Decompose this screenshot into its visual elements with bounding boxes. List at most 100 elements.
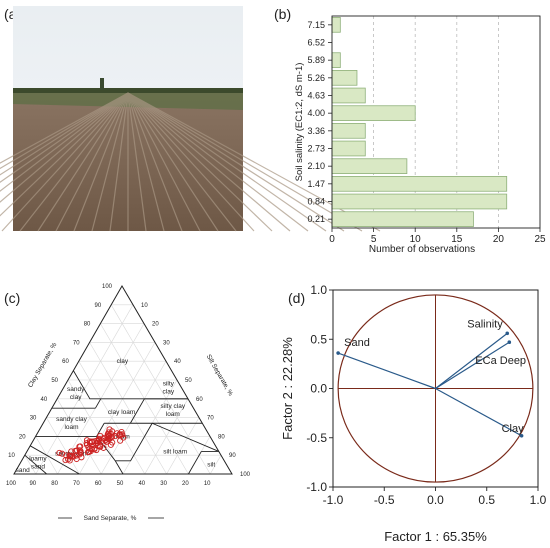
- class-boundary: [24, 454, 47, 475]
- loading-vector: [435, 387, 522, 437]
- clay-tick-label: 90: [95, 303, 102, 309]
- y-tick-label: 0.5: [310, 332, 327, 346]
- ternary-grid: [24, 455, 37, 475]
- sample-point: [96, 435, 103, 443]
- clay-tick-label: 50: [51, 378, 58, 384]
- class-label: clay: [70, 394, 82, 401]
- class-label: silty clay: [161, 403, 186, 410]
- y-tick-label: 3.36: [307, 126, 325, 136]
- vector-label: Clay: [502, 423, 525, 435]
- ternary-frame: [13, 285, 233, 475]
- silt-tick-label: 80: [218, 434, 225, 440]
- silt-tick-label: 90: [229, 453, 236, 459]
- silt-tick-label: 20: [152, 322, 159, 328]
- silt-tick-label: 70: [207, 416, 214, 422]
- y-tick-label: 7.15: [307, 20, 325, 30]
- class-label: sandy clay: [56, 416, 87, 423]
- sample-point: [117, 431, 124, 438]
- class-label: clay loam: [108, 409, 135, 416]
- class-label: silt: [207, 462, 215, 469]
- class-label: sand: [31, 464, 45, 471]
- class-boundary: [29, 445, 80, 475]
- sample-point: [116, 432, 123, 439]
- class-label: silt loam: [163, 448, 187, 455]
- ternary-grid: [46, 417, 80, 475]
- y-tick-label: 0.0: [310, 382, 327, 396]
- sample-point: [59, 450, 66, 457]
- y-tick-label: -1.0: [306, 480, 327, 494]
- x-tick-label: 1.0: [530, 493, 547, 507]
- y-tick-label: -0.5: [306, 431, 327, 445]
- loading-vector: [337, 352, 436, 390]
- vector-tip: [519, 433, 524, 438]
- silt-tick-label: 100: [240, 472, 251, 478]
- sand-tick-label: 20: [182, 481, 189, 487]
- x-axis-label: Number of observations: [369, 244, 475, 255]
- y-axis-label: Soil salinity (EC1:2, dS m-1): [294, 63, 305, 182]
- vector-label: Sand: [344, 337, 370, 349]
- y-tick-label: 0.84: [307, 197, 325, 207]
- y-tick-label: 1.47: [307, 179, 325, 189]
- sample-point: [100, 444, 107, 451]
- x-tick-label: 0.0: [427, 493, 444, 507]
- sand-tick-label: 40: [138, 481, 145, 487]
- y-tick-label: 1.0: [310, 283, 327, 297]
- sample-point: [66, 452, 73, 459]
- y-tick-label: 4.00: [307, 108, 325, 118]
- class-boundary: [188, 451, 202, 475]
- vector-tip: [336, 351, 340, 355]
- sand-tick-label: 50: [117, 481, 124, 487]
- sample-point: [76, 451, 83, 458]
- class-label: silty: [163, 381, 175, 388]
- sand-tick-label: 80: [51, 481, 58, 487]
- class-boundary: [115, 423, 153, 462]
- sample-point: [56, 449, 63, 456]
- loading-vector: [435, 341, 510, 390]
- sand-tick-label: 90: [29, 481, 36, 487]
- panel-label-d: (d): [288, 290, 306, 306]
- x-tick-label: 15: [451, 234, 463, 245]
- clay-tick-label: 10: [8, 453, 15, 459]
- x-tick-label: 20: [493, 234, 505, 245]
- sample-point: [66, 457, 73, 464]
- x-tick-label: 0.5: [478, 493, 495, 507]
- silt-tick-label: 60: [196, 397, 203, 403]
- y-tick-label: 2.10: [307, 161, 325, 171]
- y-tick-label: 6.52: [307, 38, 325, 48]
- sample-point: [100, 435, 107, 442]
- ternary-grid: [144, 398, 189, 475]
- clay-tick-label: 60: [62, 359, 69, 365]
- class-label: loam: [166, 411, 180, 418]
- sample-point: [93, 440, 100, 447]
- clay-tick-label: 70: [73, 340, 80, 346]
- ternary-grid: [209, 455, 222, 475]
- vector-tip: [505, 331, 510, 336]
- clay-tick-label: 100: [102, 284, 113, 290]
- sand-axis-title: Sand Separate, %: [84, 515, 137, 522]
- vector-tip: [507, 340, 512, 345]
- vector-label: ECa Deep: [475, 355, 526, 367]
- class-boundary: [95, 398, 102, 409]
- sand-tick-label: 60: [95, 481, 102, 487]
- loading-vector: [435, 332, 508, 389]
- sample-point: [63, 452, 70, 459]
- sand-tick-label: 10: [204, 481, 211, 487]
- y-axis-label: Factor 2 : 22.28%: [280, 337, 295, 440]
- class-label: clay: [117, 358, 129, 365]
- sample-point: [105, 432, 112, 439]
- x-tick-label: -1.0: [323, 493, 344, 507]
- panel-label-c: (c): [4, 290, 21, 306]
- x-tick-label: 25: [534, 234, 546, 245]
- y-tick-label: 4.63: [307, 91, 325, 101]
- ternary-grid: [166, 417, 200, 475]
- sample-point: [93, 446, 100, 454]
- silt-tick-label: 10: [141, 303, 148, 309]
- sample-point: [104, 435, 111, 442]
- ternary-grid: [110, 304, 211, 475]
- x-tick-label: 0: [329, 234, 335, 245]
- x-tick-label: 10: [410, 234, 422, 245]
- class-label: sand: [16, 467, 30, 474]
- silt-tick-label: 40: [174, 359, 181, 365]
- panel-label-b: (b): [274, 6, 292, 22]
